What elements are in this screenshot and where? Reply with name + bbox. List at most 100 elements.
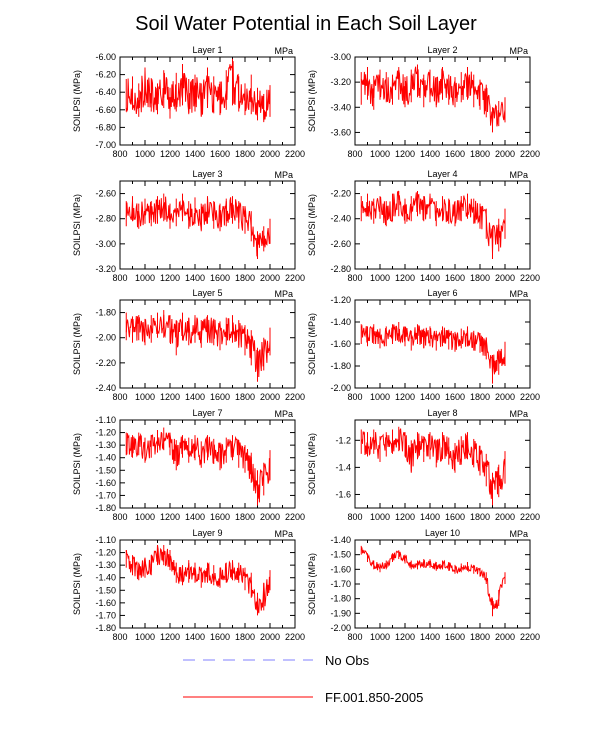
layer-6-xtick-label: 1600	[445, 392, 465, 402]
layer-9-ytick-label: -1.60	[95, 598, 116, 608]
layer-3-frame	[119, 180, 296, 270]
layer-9-xtick-label: 1400	[185, 632, 205, 642]
layer-9-xtick-label: 1200	[160, 632, 180, 642]
layer-1-xtick-label: 2000	[260, 149, 280, 159]
layer-9-ylabel: SOILPSI (MPa)	[72, 553, 82, 615]
layer-2-xtick-label: 2000	[495, 149, 515, 159]
layer-9-xtick-label: 2000	[260, 632, 280, 642]
layer-8-ytick-label: -1.2	[335, 435, 351, 445]
layer-1-ylabel: SOILPSI (MPa)	[72, 70, 82, 132]
layer-9-ytick-label: -1.70	[95, 610, 116, 620]
layer-4-ytick-label: -2.60	[330, 239, 351, 249]
layer-2-panel: Layer 2 MPa SOILPSI (MPa) 800 1000 1200 1400 16…	[307, 45, 540, 159]
layer-8-panel: Layer 8 MPa SOILPSI (MPa) 800 1000 1200 1400 16…	[307, 408, 540, 522]
layer-6-xtick-label: 2200	[520, 392, 540, 402]
layer-9-xtick-label: 1000	[135, 632, 155, 642]
layer-3-title: Layer 3	[192, 169, 222, 179]
layer-2-xtick-label: 2200	[520, 149, 540, 159]
layer-7-ytick-label: -1.60	[95, 478, 116, 488]
layer-9-xtick-label: 1600	[210, 632, 230, 642]
layer-10-frame	[354, 539, 531, 629]
layer-9-xtick-label: 800	[112, 632, 127, 642]
layer-5-ytick-label: -2.20	[95, 358, 116, 368]
layer-4-title: Layer 4	[427, 169, 457, 179]
layer-5-xtick-label: 1200	[160, 392, 180, 402]
layer-9-ytick-label: -1.40	[95, 573, 116, 583]
layer-7-ylabel: SOILPSI (MPa)	[72, 433, 82, 495]
layer-6-xtick-label: 1200	[395, 392, 415, 402]
layer-10-series-line	[360, 547, 506, 610]
layer-10-ytick-label: -2.00	[330, 623, 351, 633]
layer-1-ytick-label: -6.40	[95, 87, 116, 97]
layer-9-ytick-label: -1.30	[95, 560, 116, 570]
layer-3-xtick-label: 1800	[235, 273, 255, 283]
layer-7-ytick-label: -1.80	[95, 503, 116, 513]
layer-3-xtick-label: 2000	[260, 273, 280, 283]
layer-2-ytick-label: -3.20	[330, 77, 351, 87]
layer-9-units: MPa	[274, 529, 293, 539]
layer-1-xtick-label: 1000	[135, 149, 155, 159]
layer-4-ytick-label: -2.40	[330, 214, 351, 224]
layer-10-xtick-label: 1400	[420, 632, 440, 642]
layer-3-xtick-label: 800	[112, 273, 127, 283]
layer-5-xtick-label: 1400	[185, 392, 205, 402]
layer-1-ytick-label: -7.00	[95, 140, 116, 150]
layer-7-ytick-label: -1.30	[95, 440, 116, 450]
layer-2-xtick-label: 1000	[370, 149, 390, 159]
layer-3-series-line	[125, 196, 271, 257]
layer-10-ytick-label: -1.90	[330, 608, 351, 618]
layer-3-ytick-label: -3.00	[95, 239, 116, 249]
layer-5-ylabel: SOILPSI (MPa)	[72, 313, 82, 375]
layer-8-units: MPa	[509, 409, 528, 419]
layer-6-series-line	[360, 324, 506, 375]
layer-1-xtick-label: 1800	[235, 149, 255, 159]
layer-10-xtick-label: 1000	[370, 632, 390, 642]
layer-10-ytick-label: -1.60	[330, 564, 351, 574]
layer-8-xtick-label: 1200	[395, 512, 415, 522]
layer-8-ytick-label: -1.4	[335, 462, 351, 472]
layer-9-ytick-label: -1.80	[95, 623, 116, 633]
layer-6-ytick-label: -1.80	[330, 361, 351, 371]
layer-5-units: MPa	[274, 289, 293, 299]
layer-1-xtick-label: 1400	[185, 149, 205, 159]
layer-1-panel: Layer 1 MPa SOILPSI (MPa) 800 1000 1200 1400 16…	[72, 45, 305, 159]
layer-10-ytick-label: -1.50	[330, 550, 351, 560]
layer-8-xtick-label: 1600	[445, 512, 465, 522]
layer-6-panel: Layer 6 MPa SOILPSI (MPa) 800 1000 1200 1400 16…	[307, 288, 540, 402]
layer-9-panel: Layer 9 MPa SOILPSI (MPa) 800 1000 1200 1400 16…	[72, 528, 305, 642]
layer-9-xtick-label: 1800	[235, 632, 255, 642]
layer-8-xtick-label: 2200	[520, 512, 540, 522]
layer-10-xtick-label: 2200	[520, 632, 540, 642]
layer-4-panel: Layer 4 MPa SOILPSI (MPa) 800 1000 1200 1400 16…	[307, 169, 540, 283]
layer-5-xtick-label: 2200	[285, 392, 305, 402]
layer-2-xtick-label: 800	[347, 149, 362, 159]
layer-5-xtick-label: 1800	[235, 392, 255, 402]
layer-9-ytick-label: -1.50	[95, 585, 116, 595]
layer-1-ytick-label: -6.60	[95, 105, 116, 115]
layer-6-ytick-label: -2.00	[330, 383, 351, 393]
layer-7-xtick-label: 1400	[185, 512, 205, 522]
layer-7-xtick-label: 2200	[285, 512, 305, 522]
layer-8-xtick-label: 1800	[470, 512, 490, 522]
layer-2-ytick-label: -3.60	[330, 127, 351, 137]
layer-8-ylabel: SOILPSI (MPa)	[307, 433, 317, 495]
layer-9-ytick-label: -1.20	[95, 548, 116, 558]
layer-2-ytick-label: -3.00	[330, 52, 351, 62]
layer-9-series-line	[125, 545, 271, 614]
layer-9-ytick-label: -1.10	[95, 535, 116, 545]
layer-7-xtick-label: 2000	[260, 512, 280, 522]
layer-4-xtick-label: 1800	[470, 273, 490, 283]
layer-1-units: MPa	[274, 46, 293, 56]
layer-1-xtick-label: 1600	[210, 149, 230, 159]
layer-1-ytick-label: -6.20	[95, 70, 116, 80]
layer-5-ytick-label: -1.80	[95, 308, 116, 318]
layer-2-ytick-label: -3.40	[330, 102, 351, 112]
layer-4-xtick-label: 800	[347, 273, 362, 283]
layer-10-xtick-label: 2000	[495, 632, 515, 642]
layer-8-series-line	[360, 428, 506, 499]
layer-1-xtick-label: 1200	[160, 149, 180, 159]
layer-6-ylabel: SOILPSI (MPa)	[307, 313, 317, 375]
layer-5-panel: Layer 5 MPa SOILPSI (MPa) 800 1000 1200 1400 16…	[72, 288, 305, 402]
layer-3-units: MPa	[274, 170, 293, 180]
